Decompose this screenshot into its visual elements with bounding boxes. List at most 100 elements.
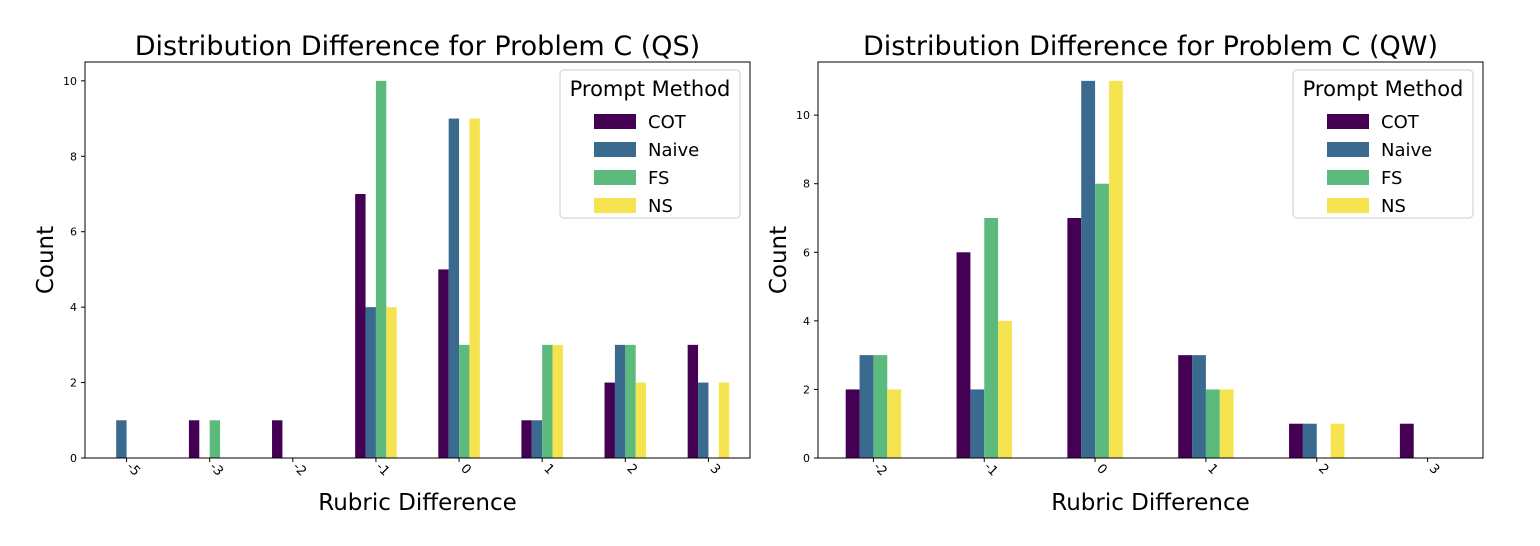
x-tick-label: 1: [540, 461, 556, 477]
legend-label-cot: COT: [648, 112, 687, 133]
y-tick-label: 8: [803, 178, 810, 191]
bar-ns-1: [1219, 389, 1234, 458]
y-axis-label: Count: [766, 226, 792, 294]
legend-label-ns: NS: [1381, 196, 1406, 217]
plot-frame: [817, 61, 1484, 459]
bar-naive--1: [365, 307, 376, 458]
x-tick-label: -2: [289, 460, 309, 480]
plot-frame: [84, 61, 751, 459]
bar-ns-2: [1330, 423, 1345, 458]
bar-cot-1: [1178, 355, 1193, 458]
chart-1: Distribution Difference for Problem C (Q…: [33, 31, 751, 516]
legend-title: Prompt Method: [1303, 77, 1464, 101]
bar-fs-0: [1095, 183, 1109, 458]
bar-naive-1: [1192, 355, 1206, 458]
bar-cot-3: [1399, 423, 1414, 458]
y-tick-label: 8: [70, 150, 77, 163]
x-tick-label: -3: [206, 460, 226, 480]
x-tick-label: -1: [981, 460, 1001, 480]
bar-naive--5: [116, 420, 127, 458]
bar-ns--1: [998, 320, 1012, 458]
bar-cot-2: [604, 382, 615, 458]
y-tick-label: 10: [63, 75, 77, 88]
bar-fs-2: [625, 344, 636, 458]
y-tick-label: 2: [70, 377, 77, 390]
bar-ns--1: [386, 307, 397, 458]
legend-label-naive: Naive: [1381, 140, 1432, 161]
x-tick-label: 3: [707, 461, 723, 477]
bar-naive-0: [448, 118, 460, 459]
bar-ns-0: [469, 118, 480, 459]
bar-ns-0: [1108, 80, 1123, 458]
x-tick-label: 2: [624, 461, 640, 477]
bar-cot--3: [188, 420, 200, 458]
bar-naive-1: [531, 420, 543, 458]
bar-fs--1: [375, 80, 387, 458]
bar-ns--2: [887, 389, 902, 458]
legend-label-naive: Naive: [648, 140, 699, 161]
chart-title: Distribution Difference for Problem C (Q…: [863, 31, 1438, 62]
bar-naive--1: [970, 389, 985, 458]
legend: Prompt Method COT Naive FS NS: [1292, 69, 1474, 219]
legend-label-ns: NS: [648, 196, 673, 217]
y-tick-label: 0: [70, 452, 77, 465]
y-axis-label: Count: [33, 226, 59, 294]
bar-naive-3: [698, 382, 709, 458]
bar-cot--2: [845, 389, 860, 458]
x-tick-label: -2: [870, 460, 890, 480]
y-tick-label: 4: [803, 315, 810, 328]
x-tick-label: 2: [1315, 461, 1331, 477]
legend-swatch-naive: [594, 142, 636, 157]
legend-label-cot: COT: [1381, 112, 1420, 133]
x-tick-label: -1: [373, 460, 393, 480]
bar-fs-0: [459, 344, 470, 458]
y-tick-label: 2: [803, 383, 810, 396]
legend-swatch-cot: [594, 114, 636, 129]
bar-cot-0: [438, 269, 449, 458]
bar-naive-0: [1081, 80, 1096, 458]
bar-cot--2: [272, 420, 283, 458]
y-tick-label: 0: [803, 452, 810, 465]
bar-cot-2: [1289, 423, 1303, 458]
legend-swatch-ns: [594, 198, 636, 213]
bar-ns-3: [718, 382, 730, 458]
x-tick-label: 3: [1426, 461, 1442, 477]
x-axis-label: Rubric Difference: [1051, 490, 1250, 516]
legend-swatch-fs: [594, 170, 636, 185]
bar-naive-2: [614, 344, 626, 458]
x-axis-label: Rubric Difference: [318, 490, 517, 516]
chart-title: Distribution Difference for Problem C (Q…: [135, 31, 700, 62]
x-tick-label: 1: [1204, 461, 1220, 477]
y-tick-label: 4: [70, 301, 77, 314]
legend-swatch-fs: [1327, 170, 1369, 185]
legend: Prompt Method COT Naive FS NS: [559, 69, 741, 219]
bar-cot-1: [521, 420, 532, 458]
bar-fs--3: [209, 420, 221, 458]
bar-fs-1: [542, 344, 553, 458]
bar-ns-2: [635, 382, 647, 458]
bar-cot-0: [1067, 218, 1082, 458]
y-tick-label: 6: [70, 226, 77, 239]
legend-title: Prompt Method: [570, 77, 731, 101]
chart-2: Distribution Difference for Problem C (Q…: [766, 31, 1484, 516]
legend-swatch-naive: [1327, 142, 1369, 157]
bar-fs--2: [873, 355, 888, 458]
x-tick-label: 0: [457, 461, 473, 477]
bar-cot--1: [956, 252, 971, 458]
bar-cot--1: [355, 194, 366, 458]
bar-cot-3: [687, 344, 699, 458]
x-tick-label: 0: [1093, 461, 1109, 477]
x-tick-label: -5: [123, 460, 143, 480]
y-tick-label: 10: [796, 109, 810, 122]
bar-fs-1: [1205, 389, 1220, 458]
y-tick-label: 6: [803, 246, 810, 259]
bar-fs--1: [984, 218, 999, 458]
bar-ns-1: [552, 344, 563, 458]
bar-naive-2: [1302, 423, 1317, 458]
legend-label-fs: FS: [648, 168, 669, 189]
bar-naive--2: [859, 355, 874, 458]
legend-label-fs: FS: [1381, 168, 1402, 189]
legend-swatch-ns: [1327, 198, 1369, 213]
legend-swatch-cot: [1327, 114, 1369, 129]
